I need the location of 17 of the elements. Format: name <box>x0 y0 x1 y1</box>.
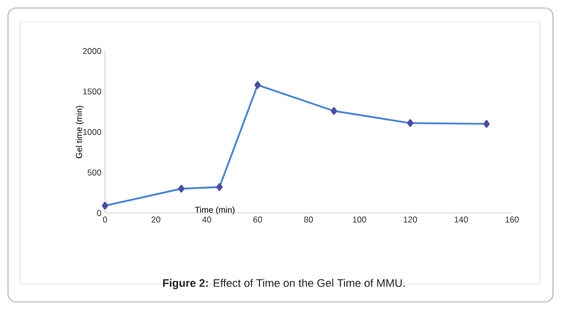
text: Figure 2: Effect of Time on the Gel Time of MMU. <box>163 278 405 290</box>
x-axis-title: Time (min) <box>194 206 235 214</box>
y-axis-title: Gel time (min) <box>76 106 84 158</box>
y-tick-label: 2000 <box>82 48 102 54</box>
x-tick-label: 120 <box>404 216 418 223</box>
x-tick-label: 20 <box>152 216 160 223</box>
x-tick-label: 0 <box>102 216 108 223</box>
y-tick-label: 1000 <box>83 128 102 135</box>
y-tick-label: 500 <box>88 169 102 176</box>
y-tick-label: 0 <box>97 210 102 216</box>
x-tick-label: 140 <box>454 216 468 223</box>
x-tick-label: 160 <box>506 216 519 223</box>
x-tick-label: 60 <box>253 216 262 223</box>
x-tick-label: 80 <box>304 216 313 223</box>
y-tick-label: 1500 <box>83 88 102 94</box>
x-tick-label: 100 <box>352 216 366 223</box>
x-tick-label: 40 <box>202 216 212 223</box>
